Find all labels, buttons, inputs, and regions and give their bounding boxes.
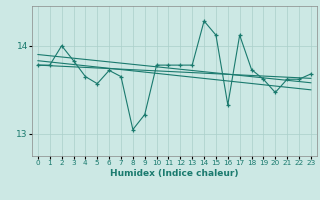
X-axis label: Humidex (Indice chaleur): Humidex (Indice chaleur): [110, 169, 239, 178]
